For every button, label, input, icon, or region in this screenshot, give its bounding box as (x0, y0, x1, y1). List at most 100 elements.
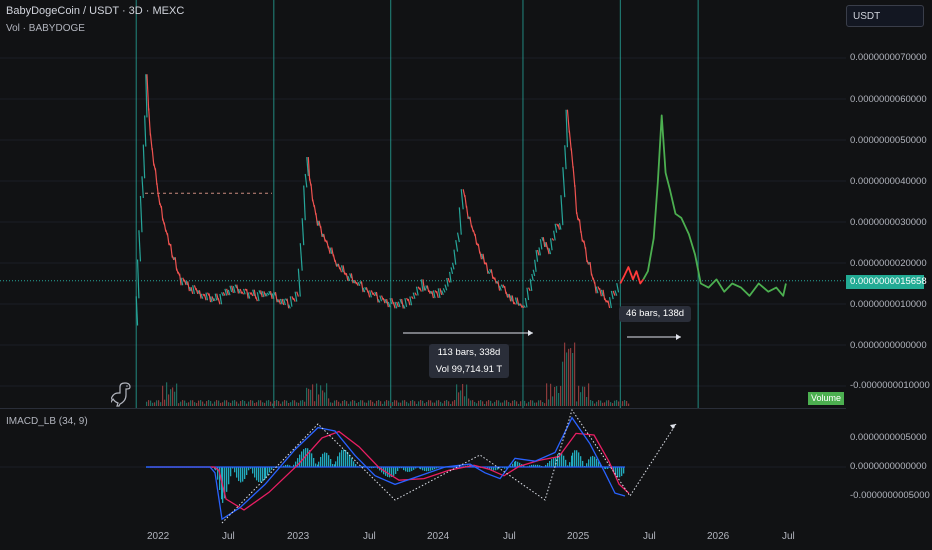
volume-bar (486, 401, 488, 406)
time-tick-label: Jul (503, 531, 516, 542)
macd-histogram-bar (219, 467, 221, 490)
price-candle (352, 279, 356, 284)
volume-bar (224, 400, 226, 406)
price-candle (553, 230, 556, 241)
price-candle (360, 281, 364, 293)
volume-bar (618, 401, 620, 406)
macd-histogram-bar (377, 467, 379, 469)
macd-histogram-bar (347, 452, 349, 467)
price-candle (599, 287, 602, 297)
volume-bar (608, 400, 610, 406)
price-candle (174, 257, 178, 271)
macd-tick-label: 0.0000000005000 (850, 432, 927, 443)
volume-bar (294, 400, 296, 406)
volume-bar (214, 401, 216, 406)
volume-bar (220, 402, 222, 406)
price-candle (402, 304, 406, 309)
price-candle (562, 167, 566, 198)
macd-histogram-bar (617, 467, 619, 478)
price-candle (568, 130, 572, 151)
price-candle (292, 297, 296, 302)
volume-bar (182, 400, 184, 406)
price-candle (492, 276, 496, 280)
volume-bar (158, 400, 160, 406)
volume-bar (624, 400, 626, 406)
price-candle (485, 262, 489, 274)
volume-bar (448, 401, 450, 406)
price-candle (329, 247, 333, 254)
macd-histogram-bar (596, 458, 598, 467)
macd-histogram-bar (535, 464, 537, 467)
projection-red-line (619, 266, 645, 285)
macd-histogram-bar (246, 467, 248, 476)
price-candle (221, 292, 224, 297)
price-candle (605, 300, 609, 303)
price-tick-label: 0.0000000000000 (850, 340, 927, 351)
volume-bar (594, 403, 596, 406)
price-candle (151, 148, 155, 166)
price-candle (139, 195, 143, 233)
macd-histogram-bar (260, 467, 262, 483)
time-tick-label: Jul (222, 531, 235, 542)
volume-bar (196, 402, 198, 406)
macd-histogram-bar (422, 467, 424, 471)
macd-histogram-bar (533, 464, 535, 467)
price-candle (369, 290, 372, 298)
volume-bar (466, 384, 468, 406)
currency-selector-button[interactable]: USDT (846, 5, 924, 27)
macd-indicator-title[interactable]: IMACD_LB (34, 9) (6, 416, 88, 427)
volume-bar (574, 342, 576, 406)
price-candle (589, 261, 593, 276)
price-candle (412, 292, 416, 299)
price-candle (354, 279, 358, 285)
macd-histogram-bar (592, 455, 594, 467)
volume-bar (508, 401, 510, 406)
volume-bar (424, 403, 426, 406)
volume-bar (240, 401, 242, 406)
price-candle (566, 109, 570, 133)
price-candle (382, 297, 386, 304)
volume-bar (156, 400, 158, 406)
price-candle (286, 298, 290, 309)
price-candle (384, 298, 388, 304)
volume-bar (172, 387, 174, 406)
volume-bar (556, 386, 558, 406)
price-candle (271, 293, 275, 300)
volume-bar (484, 403, 486, 406)
macd-histogram-bar (269, 467, 271, 473)
volume-bar (404, 400, 406, 406)
volume-bar (452, 401, 454, 406)
volume-bar (314, 401, 316, 406)
price-candle (570, 148, 574, 169)
volume-bar (396, 400, 398, 406)
volume-bar (428, 400, 430, 406)
price-candle (374, 291, 377, 297)
price-candle (370, 290, 374, 296)
macd-histogram-bar (334, 464, 336, 467)
macd-histogram-bar (226, 467, 228, 492)
volume-bar (470, 400, 472, 406)
volume-bar (298, 402, 300, 406)
macd-histogram-bar (576, 450, 578, 467)
volume-bar (464, 396, 466, 406)
price-tick-label: 0.0000000030000 (850, 217, 927, 228)
volume-bar (192, 400, 194, 406)
price-candle (514, 297, 518, 305)
macd-histogram-bar (399, 467, 401, 469)
macd-histogram-bar (604, 467, 606, 469)
macd-histogram-bar (228, 467, 230, 485)
volume-bar (308, 388, 310, 406)
macd-histogram-bar (258, 467, 260, 483)
volume-bar (572, 352, 574, 406)
price-candle (409, 296, 413, 306)
volume-bar (274, 400, 276, 406)
price-candle (411, 296, 414, 300)
price-candle (513, 301, 516, 305)
macd-histogram-bar (332, 464, 334, 467)
volume-bar (384, 401, 386, 406)
pane-divider[interactable] (0, 408, 846, 409)
price-candle (542, 237, 546, 248)
macd-histogram-bar (559, 452, 561, 467)
price-candle (350, 273, 354, 284)
